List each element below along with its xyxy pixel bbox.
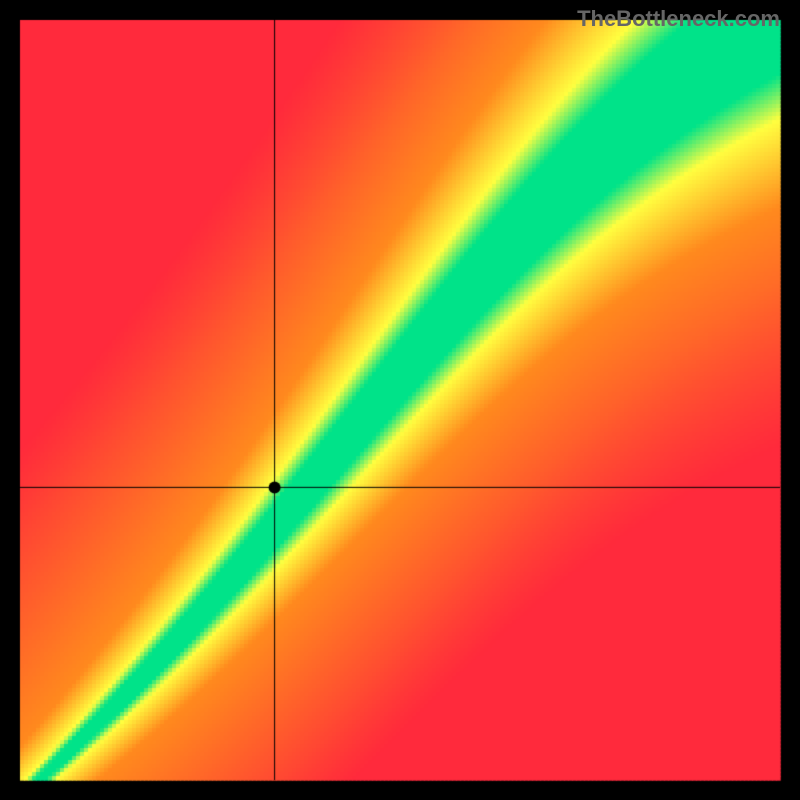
- chart-container: TheBottleneck.com: [0, 0, 800, 800]
- heatmap-canvas: [0, 0, 800, 800]
